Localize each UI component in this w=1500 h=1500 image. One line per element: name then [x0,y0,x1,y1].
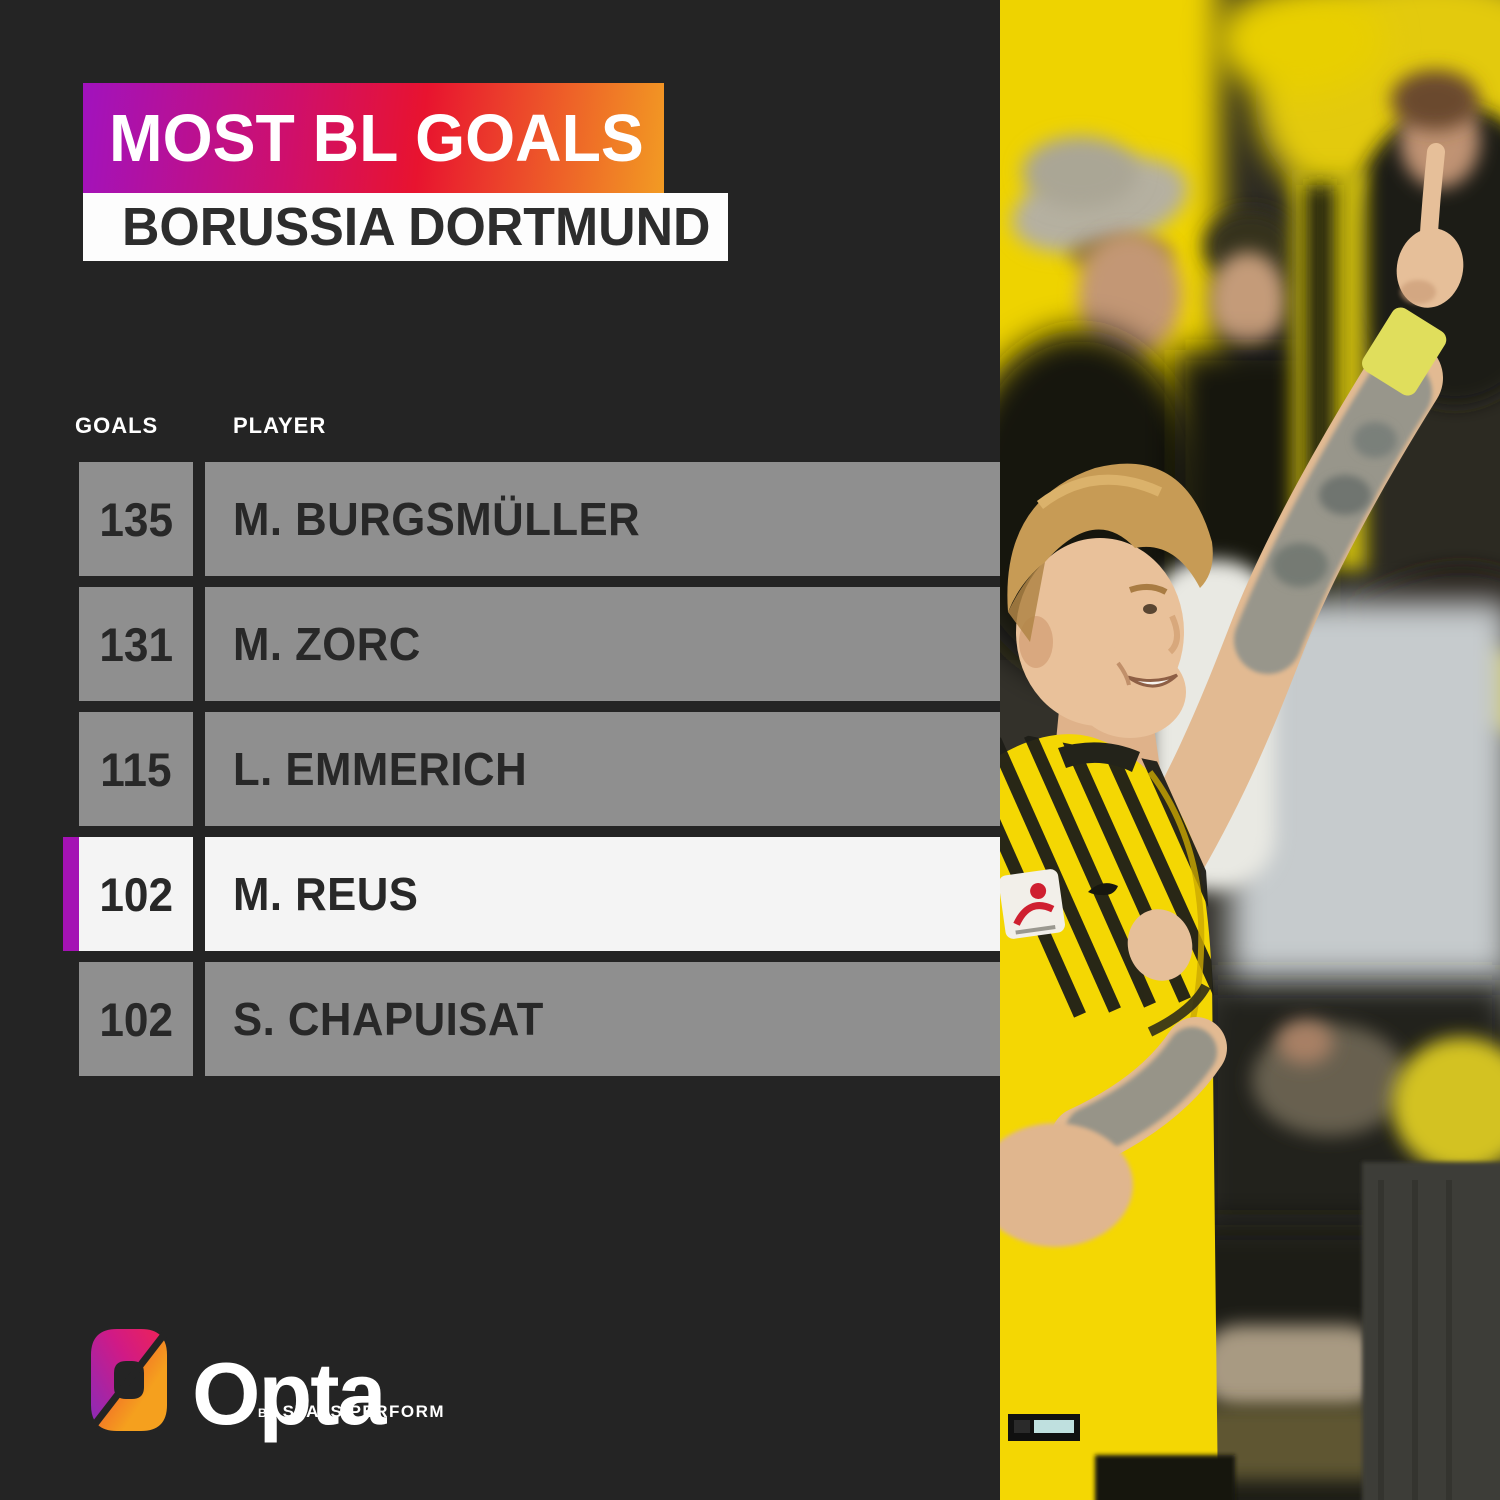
player-cell: M. BURGSMÜLLER [205,462,1000,576]
player-name: M. BURGSMÜLLER [233,493,641,545]
tagline-prefix: BY [258,1406,277,1420]
stats-perform-tagline: BY STATS PERFORM [258,1402,445,1422]
player-name: M. ZORC [233,618,421,670]
team-name: BORUSSIA DORTMUND [122,197,711,257]
player-photo [1000,0,1500,1500]
goals-value: 131 [99,617,173,671]
goals-cell: 102 [79,837,193,951]
goals-value: 102 [99,992,173,1046]
table-row: 102 S. CHAPUISAT [0,962,1000,1076]
goals-value: 135 [99,492,173,546]
page-title: MOST BL GOALS [109,100,644,176]
opta-wordmark: Opta [192,1344,386,1443]
column-header-goals: GOALS [75,413,159,438]
player-cell: S. CHAPUISAT [205,962,1000,1076]
highlight-accent-bar [63,837,79,951]
player-name: M. REUS [233,868,419,920]
table-row: 131 M. ZORC [0,587,1000,701]
goals-cell: 131 [79,587,193,701]
goals-cell: 135 [79,462,193,576]
player-name: L. EMMERICH [233,743,528,795]
tagline-main: STATS PERFORM [282,1402,446,1421]
table-row-highlighted: 102 M. REUS [0,837,1000,951]
title-banner: MOST BL GOALS [83,83,664,193]
table-row: 135 M. BURGSMÜLLER [0,462,1000,576]
opta-logo-icon [91,1329,167,1431]
goals-value: 115 [100,742,172,796]
table-row: 115 L. EMMERICH [0,712,1000,826]
subtitle-banner: BORUSSIA DORTMUND [83,193,728,261]
player-cell: M. ZORC [205,587,1000,701]
goals-value: 102 [99,867,173,921]
player-cell: L. EMMERICH [205,712,1000,826]
column-header-player: PLAYER [233,413,327,438]
player-name: S. CHAPUISAT [233,993,544,1045]
player-cell: M. REUS [205,837,1000,951]
goals-cell: 115 [79,712,193,826]
goals-cell: 102 [79,962,193,1076]
